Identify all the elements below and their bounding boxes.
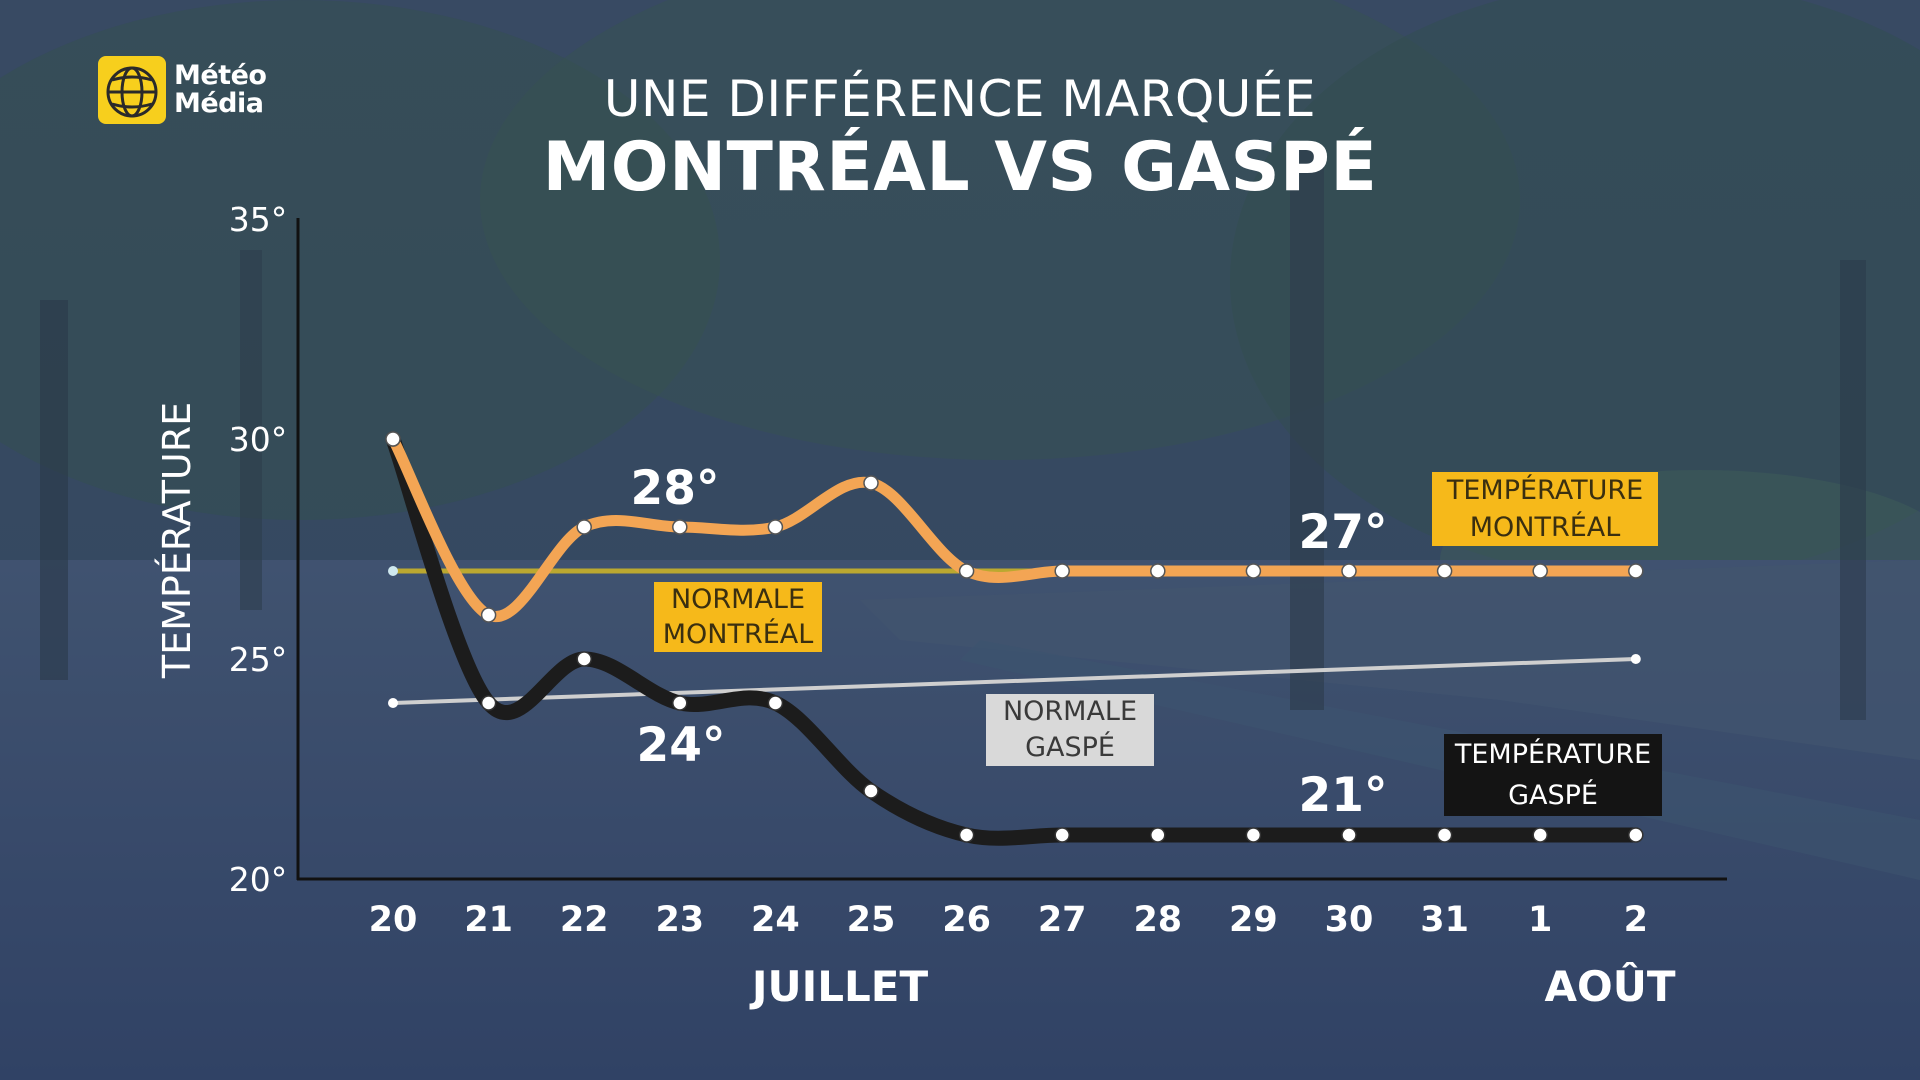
label-normale-gaspe-line2: GASPÉ (1025, 732, 1115, 763)
montreal-data-point (767, 519, 784, 535)
normale-montreal-point (388, 566, 398, 576)
gaspe-data-point (767, 695, 784, 711)
normale-gaspe-point (1630, 654, 1641, 664)
montreal-data-point (1628, 563, 1644, 579)
montreal-data-point (1436, 563, 1453, 579)
value-annotation: 27° (1299, 505, 1388, 560)
logo-line-2: Média (174, 88, 264, 119)
chart-subtitle: MONTRÉAL VS GASPÉ (542, 128, 1378, 207)
label-temperature-gaspe-line2: GASPÉ (1508, 780, 1598, 811)
x-tick-label: 1 (1528, 900, 1552, 940)
gaspe-data-point (480, 695, 497, 711)
y-axis-label: TEMPÉRATURE (155, 402, 199, 679)
montreal-data-point (1341, 563, 1357, 579)
y-tick-label: 25° (229, 640, 288, 679)
label-normale-montreal: NORMALE MONTRÉAL (654, 582, 822, 652)
label-normale-gaspe: NORMALE GASPÉ (986, 694, 1154, 766)
gaspe-data-point (1054, 827, 1070, 843)
x-tick-label: 23 (655, 900, 704, 940)
label-normale-montreal-line1: NORMALE (670, 584, 806, 615)
gaspe-data-point (1628, 827, 1644, 843)
label-temperature-montreal: TEMPÉRATURE MONTRÉAL (1432, 472, 1658, 546)
value-annotation: 24° (637, 718, 726, 773)
montreal-data-point (958, 563, 975, 579)
logo-line-1: Météo (174, 60, 267, 91)
montreal-data-point (1532, 563, 1548, 579)
gaspe-data-point (1341, 827, 1357, 843)
montreal-data-point (1054, 563, 1070, 579)
label-normale-gaspe-line1: NORMALE (1002, 696, 1138, 727)
normale-gaspe-line (392, 657, 1636, 705)
label-temperature-montreal-line2: MONTRÉAL (1469, 512, 1621, 543)
montreal-data-point (1150, 563, 1166, 579)
gaspe-data-point (1436, 827, 1453, 843)
globe-icon (98, 56, 166, 124)
x-tick-label: 25 (847, 900, 896, 940)
montreal-data-point (672, 519, 688, 535)
value-annotation: 21° (1299, 768, 1388, 823)
x-tick-label: 24 (751, 900, 800, 940)
label-temperature-gaspe-line1: TEMPÉRATURE (1454, 739, 1652, 770)
x-tick-label: 27 (1038, 900, 1087, 940)
x-tick-label: 20 (369, 900, 418, 940)
montreal-data-point (385, 431, 401, 447)
meteomedia-logo: Météo Média (98, 56, 267, 124)
gaspe-data-point (672, 695, 688, 711)
label-normale-montreal-line2: MONTRÉAL (662, 619, 814, 650)
x-tick-label: 22 (560, 900, 609, 940)
label-temperature-gaspe: TEMPÉRATURE GASPÉ (1444, 734, 1662, 816)
x-tick-label: 29 (1229, 900, 1278, 940)
gaspe-data-point (576, 651, 592, 667)
montreal-data-point (480, 607, 497, 623)
gaspe-data-point (958, 827, 975, 843)
x-tick-label: 2 (1624, 900, 1648, 940)
x-tick-label: 28 (1133, 900, 1182, 940)
montreal-data-point (576, 519, 592, 535)
normale-gaspe-point (388, 698, 398, 708)
gaspe-data-point (1532, 827, 1548, 843)
x-tick-label: 21 (464, 900, 513, 940)
gaspe-data-point (863, 783, 879, 799)
montreal-data-point (1245, 563, 1262, 579)
y-tick-label: 35° (229, 200, 288, 239)
gaspe-data-point (1245, 827, 1262, 843)
chart-title: UNE DIFFÉRENCE MARQUÉE (603, 70, 1317, 128)
gaspe-data-point (1150, 827, 1166, 843)
x-tick-label: 31 (1420, 900, 1469, 940)
x-tick-label: 30 (1325, 900, 1374, 940)
value-annotation: 28° (631, 461, 720, 516)
y-tick-label: 30° (229, 420, 288, 459)
x-tick-label: 26 (942, 900, 991, 940)
label-temperature-montreal-line1: TEMPÉRATURE (1446, 475, 1644, 506)
month-label: JUILLET (749, 962, 929, 1011)
montreal-data-point (863, 475, 879, 491)
y-tick-label: 20° (229, 860, 288, 899)
month-label: AOÛT (1545, 961, 1676, 1011)
